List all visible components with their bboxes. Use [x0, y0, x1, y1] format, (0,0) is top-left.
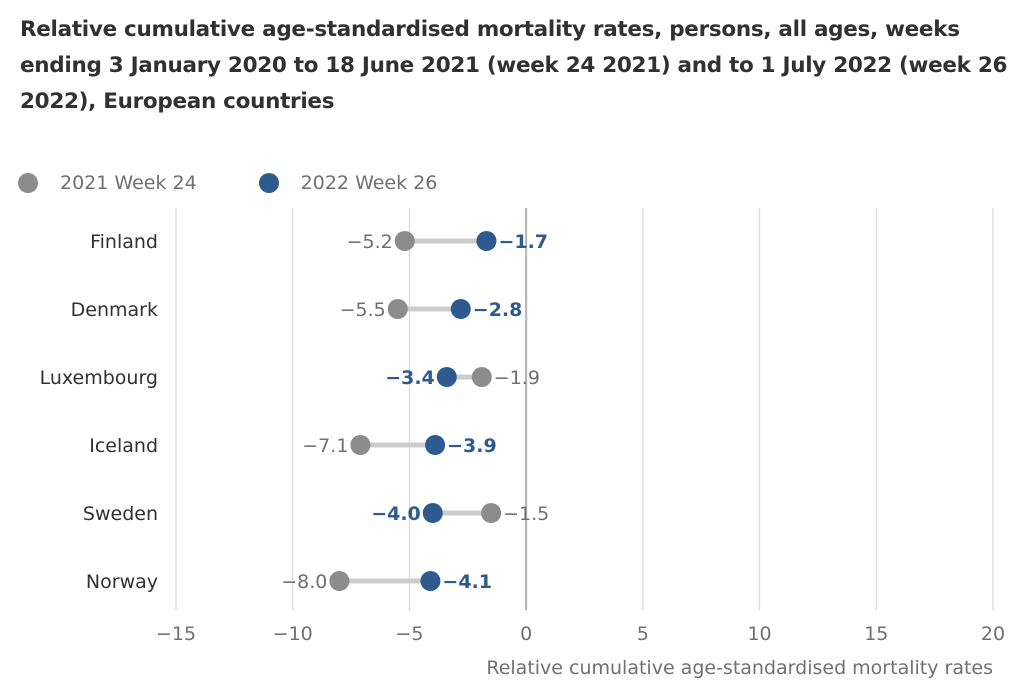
category-label: Iceland	[89, 435, 158, 457]
x-tick-label: −10	[273, 623, 313, 645]
legend-label-2022: 2022 Week 26	[300, 172, 438, 194]
data-label-2022: −4.1	[442, 571, 492, 593]
category-label: Finland	[90, 231, 158, 253]
x-tick-label: −5	[395, 623, 423, 645]
category-label: Sweden	[83, 503, 158, 525]
legend-marker-2022	[258, 173, 279, 193]
point-2022	[420, 571, 441, 591]
legend-item-2022[interactable]: 2022 Week 26	[258, 172, 438, 194]
point-2021	[481, 503, 502, 523]
data-label-2021: −8.0	[281, 571, 327, 593]
x-tick-label: 20	[981, 623, 1005, 645]
point-2021	[471, 367, 492, 387]
point-2021	[387, 299, 408, 319]
point-2022	[476, 231, 497, 251]
data-label-2022: −3.4	[385, 367, 435, 389]
point-2021	[329, 571, 350, 591]
data-label-2021: −5.2	[347, 231, 393, 253]
data-label-2021: −1.9	[494, 367, 540, 389]
data-label-2022: −1.7	[498, 231, 548, 253]
data-label-2021: −7.1	[302, 435, 348, 457]
category-label: Norway	[86, 571, 158, 593]
x-tick-label: 15	[864, 623, 888, 645]
data-label-2022: −2.8	[473, 299, 523, 321]
x-axis-label: Relative cumulative age-standardised mor…	[486, 657, 993, 679]
x-tick-label: 10	[747, 623, 771, 645]
chart-title: Relative cumulative age-standardised mor…	[20, 17, 1008, 114]
point-2022	[422, 503, 443, 523]
legend-item-2021[interactable]: 2021 Week 24	[18, 172, 197, 194]
data-label-2021: −1.5	[503, 503, 549, 525]
x-tick-label: 5	[637, 623, 649, 645]
legend-marker-2021	[18, 173, 38, 193]
point-2021	[394, 231, 415, 251]
data-label-2022: −4.0	[371, 503, 421, 525]
category-label: Denmark	[71, 299, 158, 321]
point-2022	[450, 299, 471, 319]
data-label-2022: −3.9	[447, 435, 497, 457]
point-2022	[425, 435, 446, 455]
point-2021	[350, 435, 371, 455]
legend: 2021 Week 24 2022 Week 26	[18, 168, 499, 198]
legend-label-2021: 2021 Week 24	[60, 172, 197, 194]
x-tick-label: −15	[156, 623, 196, 645]
data-label-2021: −5.5	[340, 299, 386, 321]
x-tick-label: 0	[520, 623, 532, 645]
point-2022	[436, 367, 457, 387]
category-label: Luxembourg	[40, 367, 158, 389]
